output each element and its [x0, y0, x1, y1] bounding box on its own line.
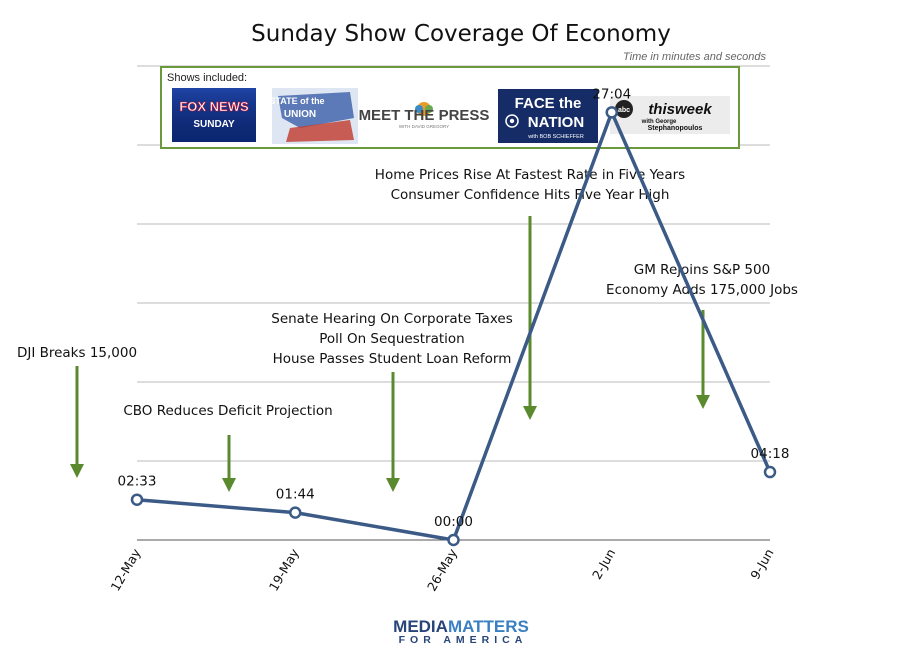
x-axis-ticks: 12-May 19-May 26-May 2-Jun 9-Jun	[107, 545, 776, 593]
mtp-logo-line1: MEET THE PRESS	[359, 107, 490, 124]
annotation-text: House Passes Student Loan Reform	[273, 351, 512, 367]
cbs-eye-icon	[505, 114, 519, 128]
ftn-logo-line3: with BOB SCHIEFFER	[527, 134, 584, 140]
fox-logo-line1: FOX NEWS	[179, 99, 249, 114]
annotation-text: Senate Hearing On Corporate Taxes	[271, 311, 513, 327]
annotation-text: DJI Breaks 15,000	[17, 345, 137, 361]
data-label: 27:04	[592, 86, 631, 102]
media-matters-logo: MEDIAMATTERS FOR AMERICA	[393, 617, 529, 646]
thisweek-logo-line1: thisweek	[648, 101, 712, 118]
data-label: 00:00	[434, 514, 473, 530]
down-arrow-icon	[386, 478, 400, 492]
sotu-logo-line1: STATE of the	[269, 96, 324, 106]
data-point	[289, 506, 302, 519]
state-of-the-union-logo: STATE of the UNION	[269, 88, 358, 144]
face-the-nation-logo: FACE the NATION with BOB SCHIEFFER	[498, 89, 598, 143]
shows-box: Shows included: FOX NEWS SUNDAY STATE of…	[160, 66, 740, 149]
ftn-logo-line1: FACE the	[515, 95, 582, 112]
thisweek-logo-line2: with George	[641, 119, 677, 125]
fox-logo-line2: SUNDAY	[193, 119, 235, 130]
thisweek-logo-line3: Stephanopoulos	[648, 125, 703, 132]
x-tick-label: 2-Jun	[589, 546, 618, 582]
shows-label: Shows included:	[167, 72, 247, 84]
media-matters-brand: MEDIAMATTERS	[393, 617, 529, 636]
mtp-logo-line2: WITH DAVID GREGORY	[399, 124, 449, 129]
annotation-text: Economy Adds 175,000 Jobs	[606, 282, 798, 298]
data-label: 01:44	[276, 487, 315, 503]
data-point	[763, 465, 777, 479]
sotu-logo-line2: UNION	[284, 109, 316, 120]
this-week-logo: abc thisweek with George Stephanopoulos	[610, 96, 730, 134]
data-label: 02:33	[118, 474, 157, 490]
annotation-text: CBO Reduces Deficit Projection	[123, 403, 332, 419]
data-point	[447, 533, 460, 547]
x-tick-label: 12-May	[107, 545, 143, 593]
down-arrow-icon	[696, 395, 710, 409]
x-tick-label: 26-May	[424, 545, 460, 593]
meet-the-press-logo: MEET THE PRESS WITH DAVID GREGORY	[359, 98, 490, 129]
down-arrow-icon	[222, 478, 236, 492]
chart-subtitle: Time in minutes and seconds	[623, 51, 766, 63]
annotations: DJI Breaks 15,000 CBO Reduces Deficit Pro…	[17, 167, 798, 492]
data-point	[605, 106, 618, 119]
abc-logo-text: abc	[618, 107, 630, 114]
data-point	[130, 493, 144, 506]
annotation-text: Consumer Confidence Hits Five Year High	[391, 187, 670, 203]
data-labels: 02:33 01:44 00:00 27:04 04:18	[118, 86, 790, 530]
x-tick-label: 19-May	[266, 545, 302, 593]
media-matters-tagline: FOR AMERICA	[399, 634, 528, 646]
chart-title: Sunday Show Coverage Of Economy	[251, 21, 671, 47]
annotation-text: Poll On Sequestration	[319, 331, 465, 347]
annotation-text: GM Rejoins S&P 500	[634, 262, 770, 278]
data-label: 04:18	[751, 446, 790, 462]
ftn-logo-line2: NATION	[528, 114, 584, 131]
x-tick-label: 9-Jun	[747, 546, 776, 582]
down-arrow-icon	[70, 464, 84, 478]
down-arrow-icon	[523, 406, 537, 420]
series	[130, 106, 777, 547]
annotation-text: Home Prices Rise At Fastest Rate in Five…	[375, 167, 685, 183]
fox-news-sunday-logo: FOX NEWS SUNDAY	[172, 88, 256, 142]
